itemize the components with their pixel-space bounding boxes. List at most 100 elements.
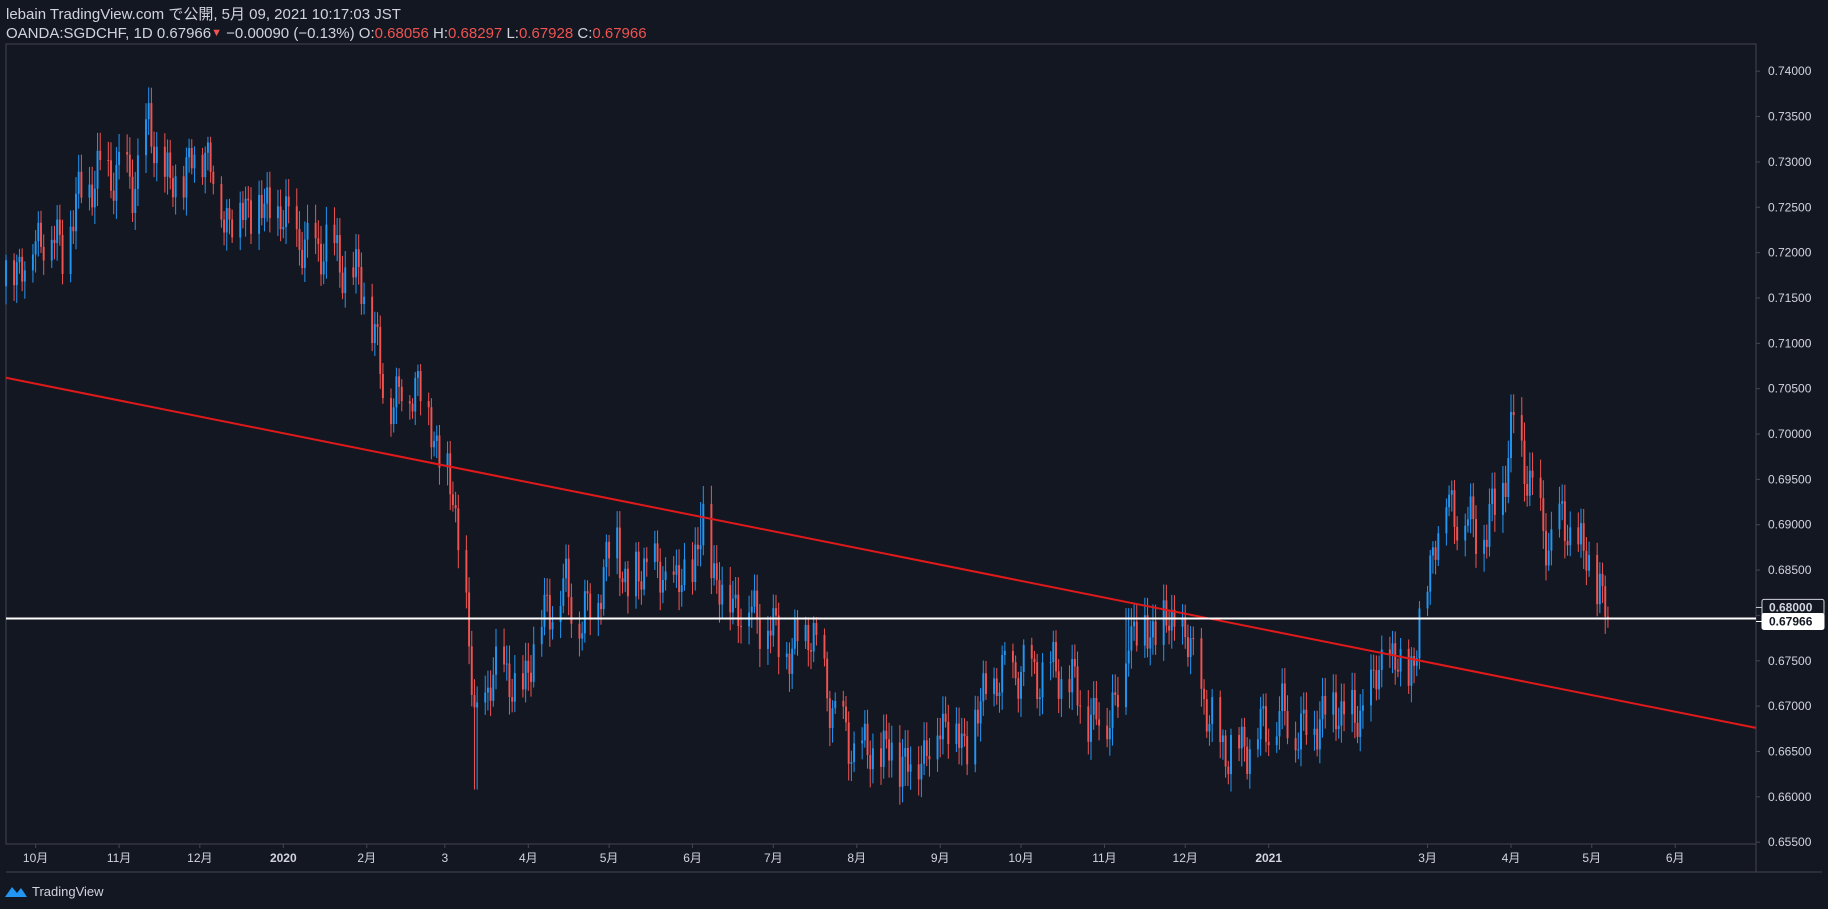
candle-body (239, 202, 242, 238)
candle-body (360, 266, 363, 305)
open-value: 0.68056 (374, 25, 429, 42)
candle-body (1601, 573, 1604, 587)
symbol-label[interactable]: OANDA:SGDCHF, 1D (6, 25, 153, 42)
candle-body (1189, 638, 1192, 658)
candle-body (465, 550, 468, 593)
candle-body (788, 653, 791, 674)
candle-body (882, 730, 885, 767)
candle-body (1577, 527, 1580, 545)
candle-body (578, 623, 581, 639)
chart-header: lebain TradingView.com で公開, 5月 09, 2021 … (6, 6, 647, 43)
candle-body (1563, 501, 1566, 541)
candle-body (904, 747, 907, 757)
candle-body (750, 606, 753, 613)
candle-body (635, 551, 637, 597)
candle-body (58, 219, 61, 235)
candle-body (850, 762, 853, 764)
candle-body (1375, 670, 1378, 690)
candle-body (1108, 728, 1111, 740)
candle-body (1448, 494, 1451, 508)
x-tick-label: 8月 (847, 851, 866, 865)
candle-body (454, 505, 457, 509)
candle-body (672, 571, 675, 575)
candle-body (589, 593, 592, 619)
candle-body (1030, 644, 1033, 659)
candle-body (96, 150, 99, 189)
candle-body (597, 602, 600, 619)
candle-body (1162, 600, 1165, 645)
tradingview-logo-icon (5, 887, 27, 897)
x-tick-label: 10月 (23, 851, 48, 865)
footer-brand[interactable]: TradingView (4, 880, 104, 902)
candle-body (1475, 519, 1477, 554)
candle-body (710, 503, 713, 579)
candle-body (470, 646, 473, 696)
candle-body (88, 184, 91, 198)
candle-body (1033, 658, 1036, 663)
candle-body (169, 152, 172, 178)
candle-body (925, 740, 928, 757)
candle-body (976, 709, 979, 724)
candle-body (885, 730, 888, 740)
candle-body (220, 184, 223, 220)
candle-body (341, 272, 344, 294)
candle-body (145, 119, 147, 156)
candle-body (352, 267, 355, 278)
candle-body (414, 377, 417, 412)
candle-body (1149, 637, 1152, 649)
candle-body (1539, 477, 1542, 499)
y-tick-label: 0.73500 (1768, 110, 1812, 124)
candle-body (993, 678, 996, 694)
candle-body (241, 202, 244, 220)
candle-body (1130, 626, 1133, 651)
candle-body (75, 193, 77, 232)
candle-body (842, 700, 845, 707)
candle-body (193, 154, 196, 169)
candle-body (174, 176, 177, 198)
candle-body (188, 148, 191, 158)
candle-body (295, 206, 298, 230)
candle-body (963, 733, 966, 737)
candle-body (1146, 615, 1149, 649)
candle-body (80, 171, 83, 198)
x-tick-label: 6月 (1666, 851, 1685, 865)
candle-body (828, 698, 831, 728)
candle-body (392, 407, 395, 425)
candle-body (13, 260, 16, 286)
candle-body (247, 198, 250, 201)
candle-body (136, 155, 139, 189)
open-label: O: (358, 25, 375, 42)
candle-body (546, 594, 549, 596)
candle-body (1219, 697, 1222, 743)
candle-body (266, 187, 269, 204)
price-change: −0.00090 (−0.13%) (226, 25, 355, 42)
overlays-layer (5, 376, 1757, 729)
candle-body (567, 558, 570, 598)
candle-body (1340, 701, 1343, 726)
candle-body (1302, 709, 1305, 714)
candle-body (355, 249, 357, 278)
candle-body (1230, 735, 1232, 775)
candle-body (484, 692, 487, 703)
last-price: 0.67966 (156, 25, 212, 42)
candle-body (1165, 600, 1168, 626)
x-tick-label: 3月 (1418, 851, 1437, 865)
price-label-068000: 0.68000 (1769, 600, 1813, 614)
candle-body (645, 558, 648, 563)
candle-body (1055, 641, 1057, 672)
candle-body (279, 206, 282, 230)
candle-body (1259, 708, 1262, 740)
candle-body (995, 678, 998, 696)
candle-body (171, 177, 174, 198)
candle-body (944, 713, 947, 722)
candle-body (661, 580, 664, 593)
candle-body (721, 584, 724, 605)
candle-body (1278, 711, 1281, 737)
candle-body (1073, 658, 1076, 667)
candle-body (1095, 697, 1098, 720)
candle-body (1316, 728, 1319, 750)
candle-body (740, 625, 742, 627)
candle-body (134, 188, 137, 213)
candle-body (201, 154, 204, 178)
